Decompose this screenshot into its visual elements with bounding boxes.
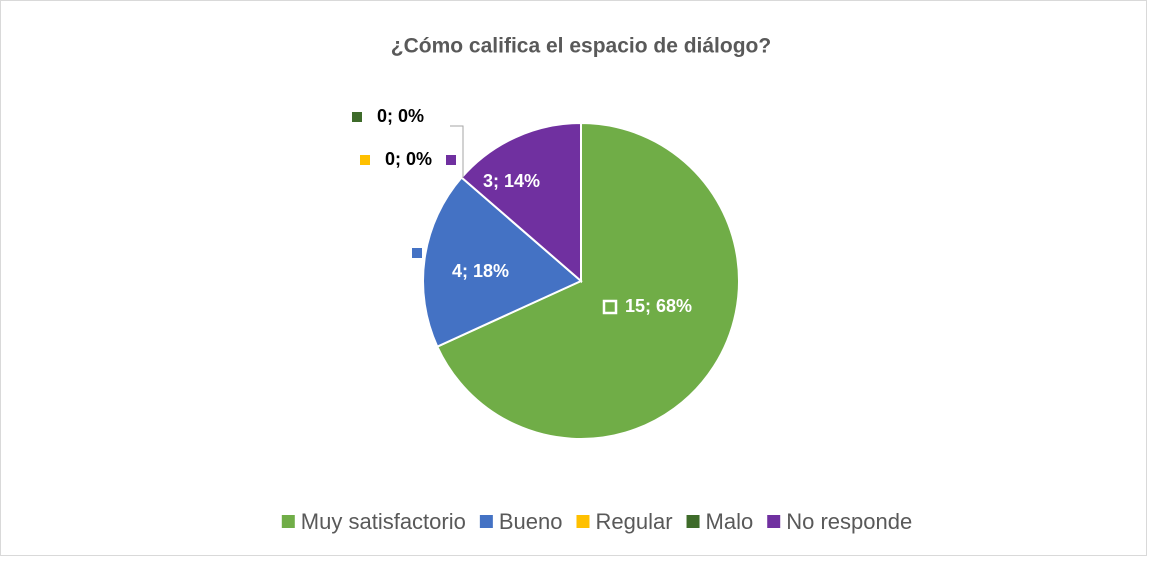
data-label: 0; 0% bbox=[377, 106, 424, 126]
legend-swatch bbox=[576, 515, 590, 528]
legend-label: Muy satisfactorio bbox=[301, 509, 466, 534]
data-label: 3; 14% bbox=[483, 171, 540, 191]
legend-label: Bueno bbox=[499, 509, 563, 534]
legend-label: No responde bbox=[786, 509, 912, 534]
leader-line bbox=[450, 125, 464, 178]
data-label: 15; 68% bbox=[625, 296, 692, 316]
pie-slice bbox=[460, 121, 582, 284]
label-swatch bbox=[602, 299, 618, 315]
data-label: 0; 0% bbox=[385, 149, 432, 169]
pie-slice bbox=[422, 176, 583, 348]
label-swatch bbox=[412, 248, 422, 258]
legend-swatch bbox=[479, 515, 493, 528]
data-label: 4; 18% bbox=[452, 261, 509, 281]
label-swatch bbox=[446, 155, 456, 165]
pie-slice bbox=[435, 121, 740, 440]
label-swatch bbox=[360, 155, 370, 165]
legend-label: Malo bbox=[706, 509, 754, 534]
chart-title: ¿Cómo califica el espacio de diálogo? bbox=[391, 35, 771, 58]
legend-swatch bbox=[281, 515, 295, 528]
legend-swatch bbox=[767, 515, 781, 528]
legend-label: Regular bbox=[595, 509, 672, 534]
label-swatch bbox=[352, 112, 362, 122]
legend-swatch bbox=[686, 515, 700, 528]
